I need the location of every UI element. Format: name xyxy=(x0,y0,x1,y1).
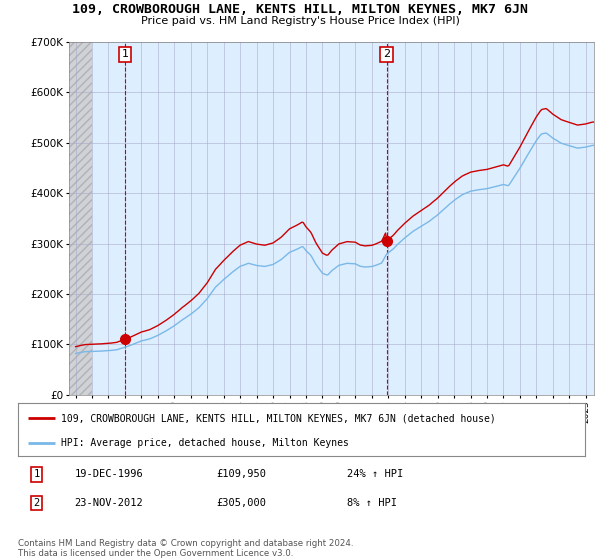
Text: 1: 1 xyxy=(121,49,128,59)
Text: £305,000: £305,000 xyxy=(217,498,266,508)
Text: 109, CROWBOROUGH LANE, KENTS HILL, MILTON KEYNES, MK7 6JN: 109, CROWBOROUGH LANE, KENTS HILL, MILTO… xyxy=(72,3,528,16)
Text: 1: 1 xyxy=(34,469,40,479)
Text: 19-DEC-1996: 19-DEC-1996 xyxy=(75,469,143,479)
Text: £109,950: £109,950 xyxy=(217,469,266,479)
Text: Price paid vs. HM Land Registry's House Price Index (HPI): Price paid vs. HM Land Registry's House … xyxy=(140,16,460,26)
Text: 23-NOV-2012: 23-NOV-2012 xyxy=(75,498,143,508)
Text: 2: 2 xyxy=(34,498,40,508)
Bar xyxy=(69,42,92,395)
Text: 24% ↑ HPI: 24% ↑ HPI xyxy=(347,469,403,479)
Text: Contains HM Land Registry data © Crown copyright and database right 2024.
This d: Contains HM Land Registry data © Crown c… xyxy=(18,539,353,558)
Text: 109, CROWBOROUGH LANE, KENTS HILL, MILTON KEYNES, MK7 6JN (detached house): 109, CROWBOROUGH LANE, KENTS HILL, MILTO… xyxy=(61,413,495,423)
Text: HPI: Average price, detached house, Milton Keynes: HPI: Average price, detached house, Milt… xyxy=(61,438,349,448)
Text: 2: 2 xyxy=(383,49,390,59)
Text: 8% ↑ HPI: 8% ↑ HPI xyxy=(347,498,397,508)
